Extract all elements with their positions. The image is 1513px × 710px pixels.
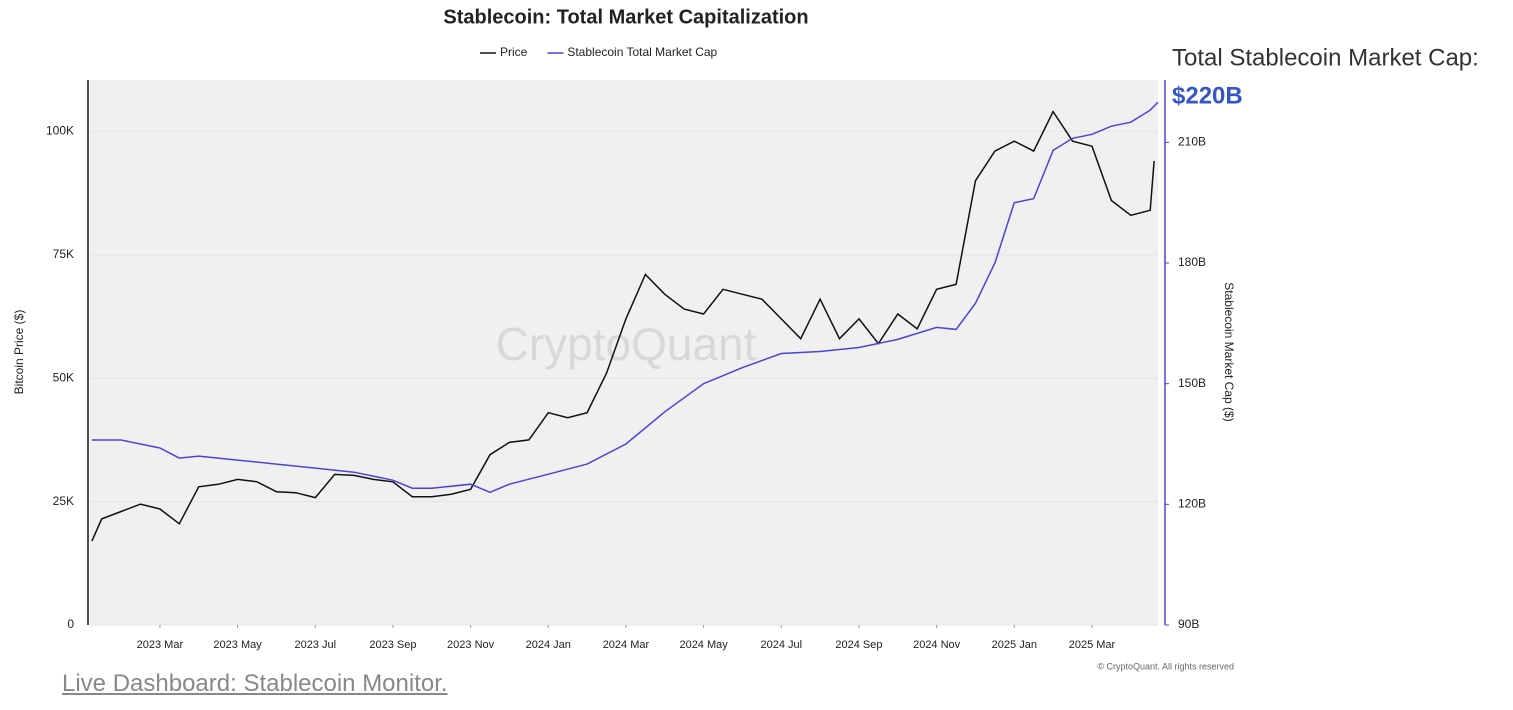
y-tick-label: 0	[67, 617, 74, 631]
x-tick-label: 2023 Mar	[137, 639, 184, 651]
x-tick-label: 2025 Mar	[1069, 639, 1116, 651]
y-axis-label: Bitcoin Price ($)	[12, 310, 26, 395]
annotation-label: Total Stablecoin Market Cap:	[1172, 44, 1479, 71]
x-tick-label: 2024 Jan	[526, 639, 571, 651]
x-tick-label: 2023 May	[213, 639, 262, 651]
y2-tick-label: 120B	[1178, 497, 1206, 511]
y2-tick-label: 180B	[1178, 255, 1206, 269]
x-tick-label: 2024 Jul	[760, 639, 802, 651]
x-tick-label: 2023 Nov	[447, 639, 495, 651]
y2-axis-label: Stablecoin Market Cap ($)	[1222, 282, 1236, 421]
chart-title: Stablecoin: Total Market Capitalization	[443, 6, 808, 28]
annotation-value: $220B	[1172, 82, 1243, 109]
series-line	[91, 110, 1155, 542]
x-tick-label: 2024 Sep	[835, 639, 882, 651]
y-tick-label: 75K	[53, 247, 74, 261]
y2-tick-label: 210B	[1178, 135, 1206, 149]
dashboard-link[interactable]: Live Dashboard: Stablecoin Monitor.	[62, 670, 448, 697]
y-tick-label: 25K	[53, 494, 74, 508]
series-line	[91, 101, 1159, 494]
plot-area	[90, 80, 1158, 625]
x-tick-label: 2025 Jan	[992, 639, 1037, 651]
x-tick-label: 2024 Mar	[603, 639, 650, 651]
copyright: © CryptoQuant. All rights reserved	[1097, 661, 1234, 671]
x-tick-label: 2023 Jul	[294, 639, 336, 651]
y-tick-label: 50K	[53, 370, 74, 384]
legend-label: Price	[500, 45, 528, 59]
x-tick-label: 2024 May	[679, 639, 728, 651]
watermark: CryptoQuant	[496, 318, 757, 370]
x-tick-label: 2024 Nov	[913, 639, 961, 651]
y2-tick-label: 90B	[1178, 617, 1199, 631]
x-tick-label: 2023 Sep	[369, 639, 416, 651]
y-tick-label: 100K	[46, 124, 74, 138]
legend-label: Stablecoin Total Market Cap	[567, 45, 717, 59]
y2-tick-label: 150B	[1178, 376, 1206, 390]
